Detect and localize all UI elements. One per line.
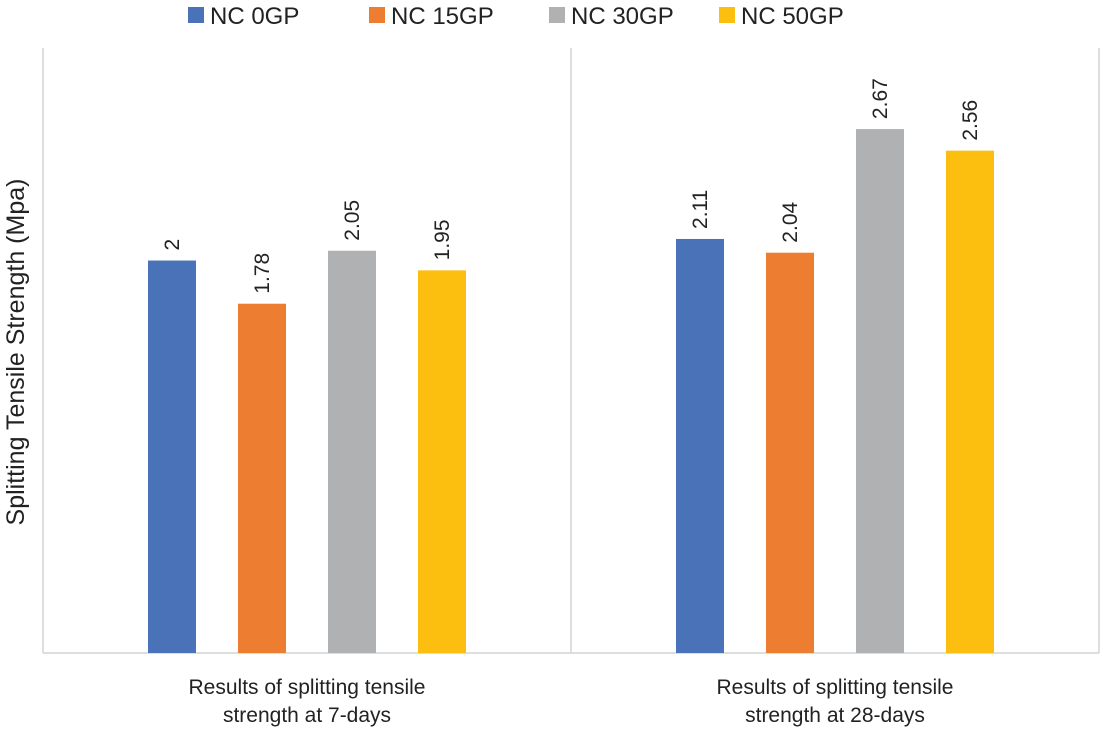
data-label: 2.56 — [959, 100, 982, 141]
bar-nc-0gp-2 — [676, 238, 724, 653]
bar-nc-30gp-1 — [328, 250, 376, 654]
y-axis-label: Splitting Tensile Strength (Mpa) — [2, 179, 30, 526]
x-tick-label: strength at 7-days — [223, 704, 391, 727]
bar-nc-50gp-1 — [418, 270, 466, 653]
data-label: 2.67 — [869, 78, 892, 119]
legend-label: NC 15GP — [391, 3, 494, 30]
legend-swatch-nc-0gp — [188, 7, 204, 23]
legend-swatch-nc-50gp — [719, 7, 735, 23]
bar-nc-0gp-1 — [148, 260, 196, 653]
category-tick-labels: Results of splitting tensile strength at … — [189, 676, 954, 727]
data-label: 1.78 — [251, 253, 274, 294]
data-label: 2.05 — [341, 200, 364, 241]
legend-swatch-nc-30gp — [549, 7, 565, 23]
legend-label: NC 30GP — [571, 3, 674, 30]
axes — [42, 48, 1100, 654]
bar-nc-15gp-1 — [238, 303, 286, 653]
x-tick-label: Results of splitting tensile — [717, 676, 954, 699]
legend: NC 0GP NC 15GP NC 30GP NC 50GP — [188, 3, 844, 30]
legend-label: NC 0GP — [210, 3, 299, 30]
bars — [148, 129, 994, 654]
data-label: 2.04 — [779, 202, 802, 243]
bar-nc-30gp-2 — [856, 129, 904, 653]
x-tick-label: Results of splitting tensile — [189, 676, 426, 699]
data-label: 1.95 — [431, 219, 454, 260]
data-label: 2.11 — [689, 190, 712, 229]
bar-nc-50gp-2 — [946, 150, 994, 653]
data-labels: 2 1.78 2.05 1.95 2.11 2.04 2.67 2.56 — [161, 78, 982, 294]
legend-label: NC 50GP — [741, 3, 844, 30]
legend-swatch-nc-15gp — [369, 7, 385, 23]
data-label: 2 — [161, 239, 184, 251]
x-tick-label: strength at 28-days — [745, 704, 925, 727]
bar-nc-15gp-2 — [766, 252, 814, 653]
